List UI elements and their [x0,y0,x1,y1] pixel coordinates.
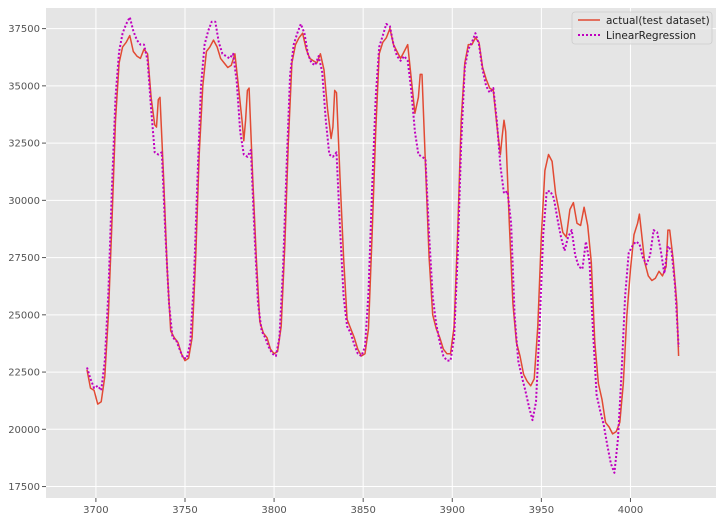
y-tick-label: 32500 [8,139,40,150]
legend-label-linearregression: LinearRegression [606,30,696,42]
x-tick-label: 3800 [261,505,286,516]
y-tick-label: 35000 [8,81,40,92]
x-tick-label: 4000 [618,505,643,516]
x-tick-label: 3950 [529,505,554,516]
y-tick-label: 27500 [8,253,40,264]
series-lines [86,16,680,474]
legend-box [571,11,713,45]
plot-area-background [46,8,716,498]
x-tick-label: 3750 [172,505,197,516]
y-tick-label: 20000 [8,425,40,436]
y-tick-label: 22500 [8,368,40,379]
legend-label-actual: actual(test dataset) [606,15,710,27]
series-line-linearregression [86,16,680,474]
y-tick-label: 37500 [8,24,40,35]
y-tick-label: 30000 [8,196,40,207]
x-tick-label: 3700 [83,505,108,516]
x-axis-ticks: 3700 3750 3800 3850 3900 3950 4000 [83,498,643,516]
series-line-actual [86,27,680,435]
y-tick-label: 17500 [8,482,40,493]
legend: actual(test dataset) LinearRegression [571,11,713,45]
y-axis-ticks: 17500 20000 22500 25000 27500 30000 32500 35000… [8,24,46,493]
x-tick-label: 3850 [350,505,375,516]
x-tick-label: 3900 [440,505,465,516]
y-tick-label: 25000 [8,310,40,321]
